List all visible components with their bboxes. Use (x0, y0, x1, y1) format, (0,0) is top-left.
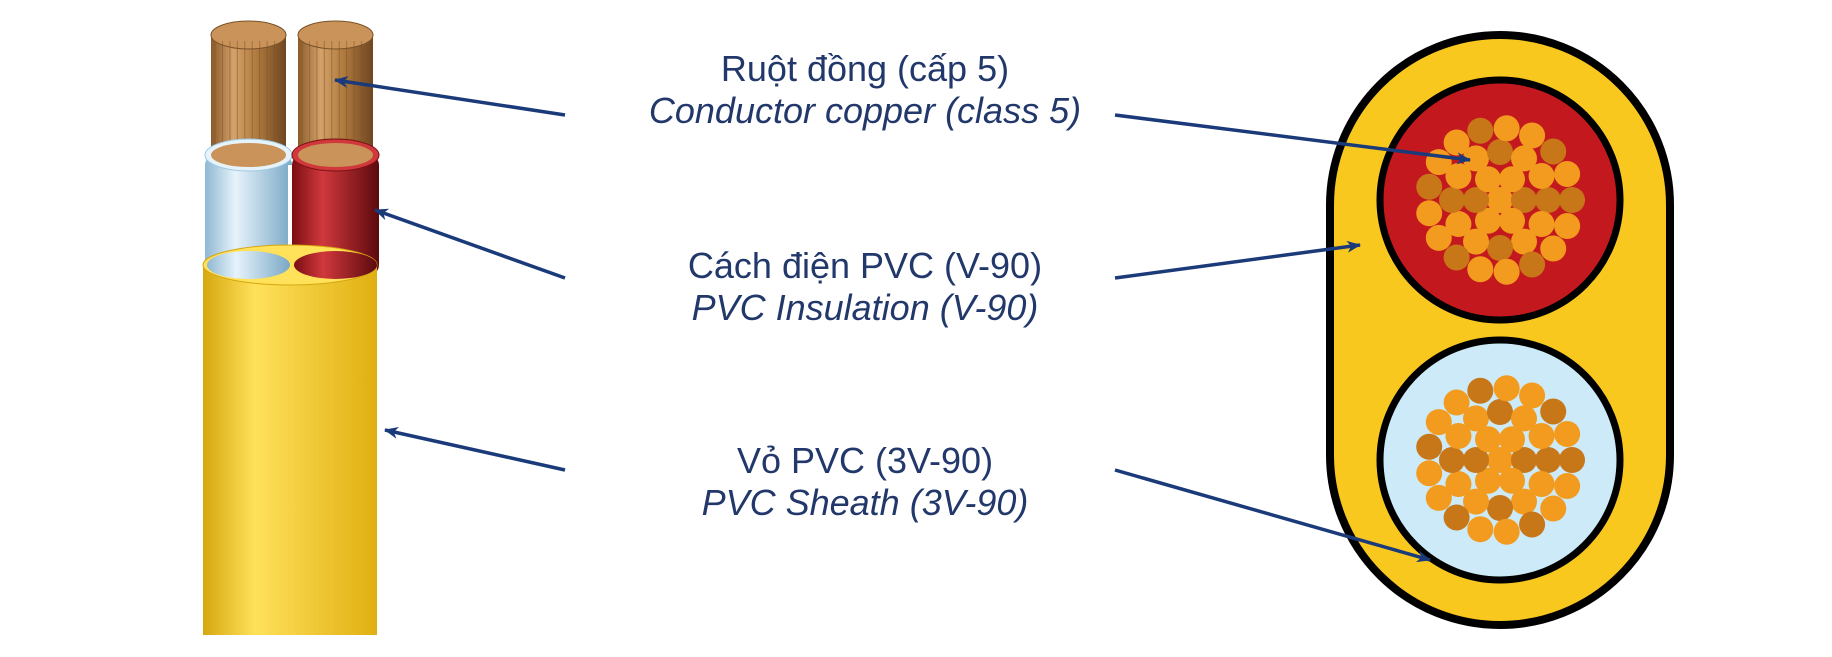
diagram-svg (0, 0, 1832, 657)
side-sheath (203, 265, 377, 635)
arrow-right-insulation (1115, 245, 1360, 278)
cable-diagram: { "labels":{ "conductor":{"vi":"Ruột đồn… (0, 0, 1832, 657)
arrow-left-sheath (385, 430, 565, 470)
arrow-left-insulation (375, 210, 565, 278)
